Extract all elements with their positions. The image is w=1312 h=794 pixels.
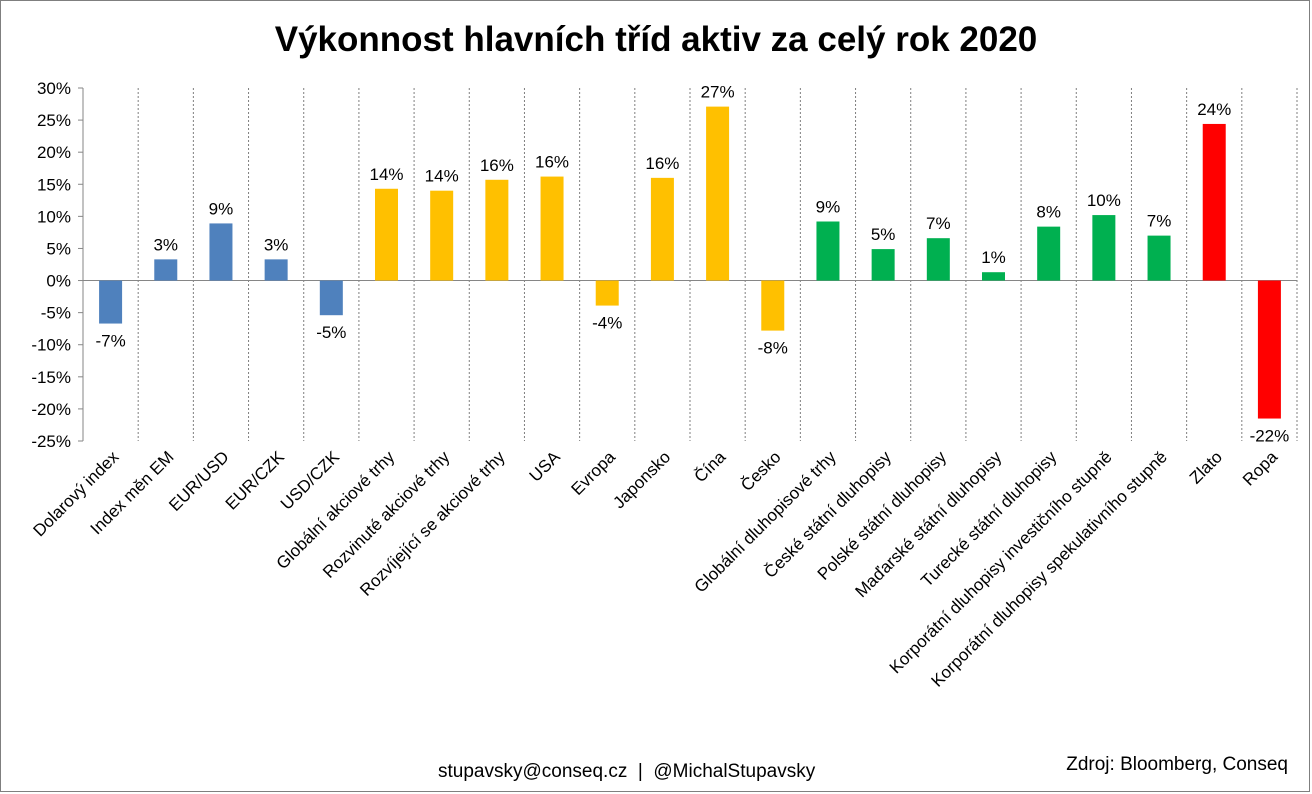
data-label: 16% [480,156,514,175]
category-label: Japonsko [609,447,674,512]
data-label: -22% [1250,427,1290,446]
bar [1092,215,1116,281]
data-label: 3% [264,235,289,254]
bar [816,221,840,281]
category-label: Česko [737,447,785,495]
bar [1147,235,1171,281]
bar [264,259,288,281]
data-label: 5% [871,225,896,244]
data-label: 14% [369,165,403,184]
y-tick-label: -15% [31,368,71,387]
y-tick-label: 15% [37,175,71,194]
data-label: -5% [316,323,346,342]
data-label: 3% [153,235,178,254]
data-label: 27% [701,83,735,102]
data-label: -7% [95,332,125,351]
bar [706,106,730,281]
data-label: 7% [926,214,951,233]
y-tick-label: -20% [31,400,71,419]
y-tick-label: 10% [37,207,71,226]
y-tick-label: 0% [46,272,71,291]
data-label: 16% [645,154,679,173]
bar [99,280,123,324]
bar [650,177,674,281]
y-tick-label: 30% [37,79,71,98]
bar [209,223,233,281]
y-tick-label: -5% [41,304,71,323]
data-label: 10% [1087,191,1121,210]
y-tick-label: 20% [37,143,71,162]
data-label: -8% [758,339,788,358]
data-label: 1% [981,248,1006,267]
bar [1202,123,1226,281]
bar [540,176,564,281]
category-label: Zlato [1186,447,1226,487]
data-label: 24% [1197,100,1231,119]
y-tick-label: 5% [46,239,71,258]
bar [926,238,950,281]
bar [871,249,895,281]
category-label: Čína [691,447,730,486]
bar [1257,280,1281,419]
category-label: Evropa [568,447,620,499]
bar [595,280,619,306]
data-label: -4% [592,314,622,333]
bar [1037,226,1061,281]
chart-title: Výkonnost hlavních tříd aktiv za celý ro… [274,20,1038,59]
footer-contact: stupavsky@conseq.cz | @MichalStupavsky [438,761,816,782]
data-label: 9% [816,197,841,216]
data-label: 9% [209,199,234,218]
bar [154,259,178,281]
bar [319,280,343,316]
y-tick-label: -25% [31,432,71,451]
y-tick-label: -10% [31,336,71,355]
data-label: 7% [1147,212,1172,231]
y-tick-label: 25% [37,111,71,130]
category-label: EUR/CZK [222,447,289,514]
category-label: USA [526,447,565,486]
bar [430,190,454,281]
bar [761,280,785,331]
footer-source: Zdroj: Bloomberg, Conseq [1066,754,1288,775]
category-label: Ropa [1239,447,1282,490]
data-label: 8% [1036,203,1061,222]
data-label: 16% [535,153,569,172]
bar [982,272,1005,281]
bar [485,179,509,281]
data-label: 14% [425,167,459,186]
category-label: EUR/USD [165,447,233,515]
bar [375,188,398,281]
